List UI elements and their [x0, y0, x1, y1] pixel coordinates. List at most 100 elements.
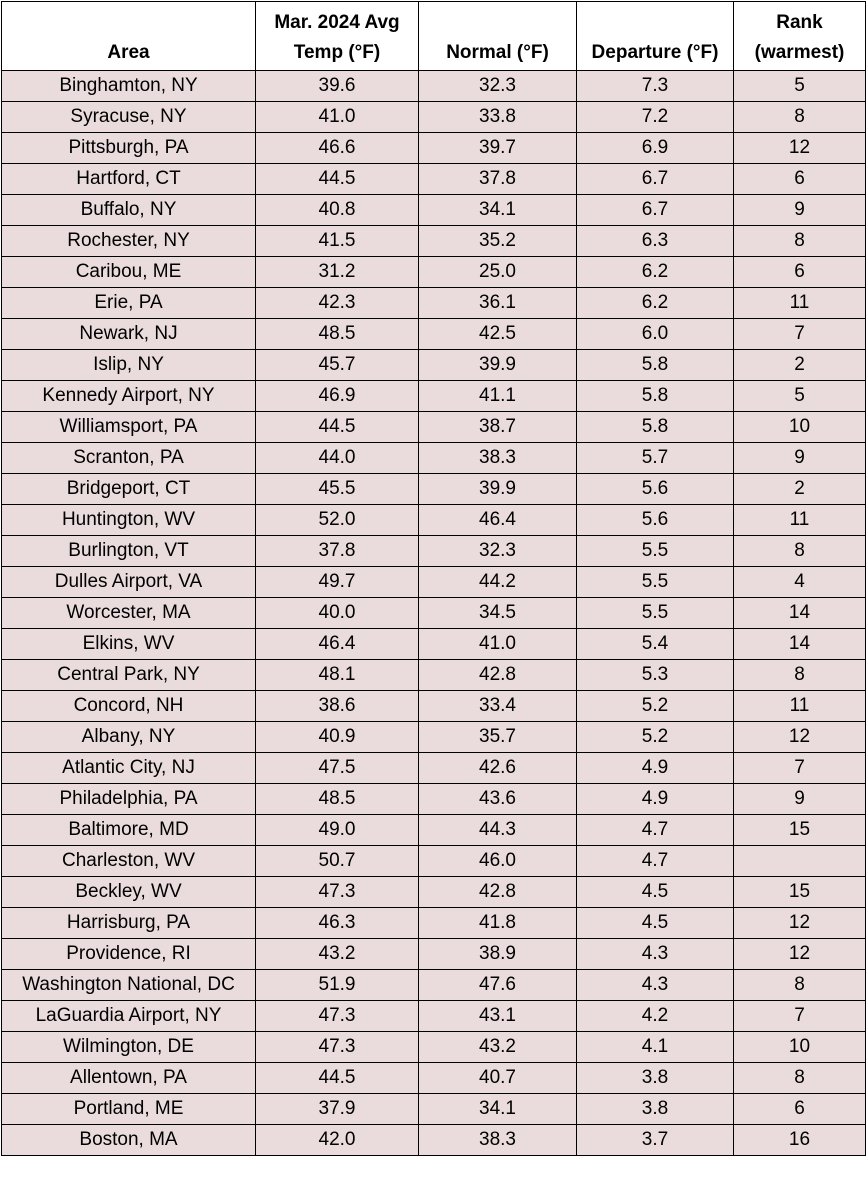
table-row: Binghamton, NY 39.6 32.3 7.3 5	[1, 70, 866, 102]
cell-rank: 9	[733, 783, 866, 815]
cell-normal: 41.0	[418, 628, 577, 660]
cell-area: Scranton, PA	[1, 442, 256, 474]
cell-departure: 5.4	[576, 628, 734, 660]
cell-area: Wilmington, DE	[1, 1031, 256, 1063]
cell-normal: 40.7	[418, 1062, 577, 1094]
cell-departure: 5.6	[576, 473, 734, 505]
cell-area: Williamsport, PA	[1, 411, 256, 443]
table-row: Bridgeport, CT 45.5 39.9 5.6 2	[1, 473, 866, 505]
cell-departure: 5.3	[576, 659, 734, 691]
header-rank-line1: Rank	[776, 12, 823, 33]
cell-avg-temp: 44.0	[255, 442, 419, 474]
cell-avg-temp: 44.5	[255, 411, 419, 443]
cell-rank: 2	[733, 473, 866, 505]
cell-avg-temp: 42.3	[255, 287, 419, 319]
table-row: Central Park, NY 48.1 42.8 5.3 8	[1, 659, 866, 691]
cell-normal: 32.3	[418, 535, 577, 567]
table-row: Scranton, PA 44.0 38.3 5.7 9	[1, 442, 866, 474]
cell-rank: 15	[733, 876, 866, 908]
cell-area: Islip, NY	[1, 349, 256, 381]
table-row: Kennedy Airport, NY 46.9 41.1 5.8 5	[1, 380, 866, 412]
cell-avg-temp: 37.9	[255, 1093, 419, 1125]
cell-rank: 8	[733, 101, 866, 133]
cell-area: Burlington, VT	[1, 535, 256, 567]
cell-rank: 8	[733, 659, 866, 691]
table-row: Philadelphia, PA 48.5 43.6 4.9 9	[1, 783, 866, 815]
cell-avg-temp: 48.5	[255, 783, 419, 815]
cell-rank: 7	[733, 1000, 866, 1032]
cell-area: Allentown, PA	[1, 1062, 256, 1094]
cell-normal: 43.6	[418, 783, 577, 815]
header-normal-label: Normal (°F)	[446, 42, 549, 63]
cell-avg-temp: 46.3	[255, 907, 419, 939]
cell-normal: 39.9	[418, 349, 577, 381]
cell-departure: 6.2	[576, 256, 734, 288]
cell-rank: 7	[733, 318, 866, 350]
cell-area: Central Park, NY	[1, 659, 256, 691]
header-avg-line2: Temp (°F)	[293, 42, 381, 63]
cell-departure: 7.2	[576, 101, 734, 133]
table-row: Pittsburgh, PA 46.6 39.7 6.9 12	[1, 132, 866, 164]
table-row: Burlington, VT 37.8 32.3 5.5 8	[1, 535, 866, 567]
table-row: LaGuardia Airport, NY 47.3 43.1 4.2 7	[1, 1000, 866, 1032]
temperature-table: Area Mar. 2024 Avg Temp (°F) Normal (°F)…	[1, 1, 866, 1156]
table-row: Portland, ME 37.9 34.1 3.8 6	[1, 1093, 866, 1125]
cell-normal: 39.7	[418, 132, 577, 164]
table-row: Concord, NH 38.6 33.4 5.2 11	[1, 690, 866, 722]
cell-rank: 8	[733, 535, 866, 567]
cell-departure: 4.7	[576, 845, 734, 877]
cell-rank: 8	[733, 225, 866, 257]
cell-rank: 2	[733, 349, 866, 381]
cell-area: Bridgeport, CT	[1, 473, 256, 505]
cell-area: Concord, NH	[1, 690, 256, 722]
cell-area: Pittsburgh, PA	[1, 132, 256, 164]
cell-departure: 6.7	[576, 194, 734, 226]
cell-avg-temp: 46.6	[255, 132, 419, 164]
table-row: Dulles Airport, VA 49.7 44.2 5.5 4	[1, 566, 866, 598]
cell-departure: 6.2	[576, 287, 734, 319]
table-row: Boston, MA 42.0 38.3 3.7 16	[1, 1124, 866, 1156]
cell-rank	[733, 845, 866, 877]
cell-rank: 14	[733, 597, 866, 629]
table-row: Hartford, CT 44.5 37.8 6.7 6	[1, 163, 866, 195]
cell-area: Washington National, DC	[1, 969, 256, 1001]
cell-normal: 33.8	[418, 101, 577, 133]
cell-avg-temp: 49.0	[255, 814, 419, 846]
header-normal: Normal (°F)	[418, 1, 577, 71]
table-row: Beckley, WV 47.3 42.8 4.5 15	[1, 876, 866, 908]
table-row: Wilmington, DE 47.3 43.2 4.1 10	[1, 1031, 866, 1063]
cell-area: Atlantic City, NJ	[1, 752, 256, 784]
table-row: Buffalo, NY 40.8 34.1 6.7 9	[1, 194, 866, 226]
cell-avg-temp: 47.3	[255, 876, 419, 908]
cell-rank: 7	[733, 752, 866, 784]
cell-normal: 42.8	[418, 659, 577, 691]
cell-avg-temp: 44.5	[255, 163, 419, 195]
cell-departure: 4.5	[576, 907, 734, 939]
cell-normal: 43.1	[418, 1000, 577, 1032]
cell-departure: 4.7	[576, 814, 734, 846]
cell-normal: 38.7	[418, 411, 577, 443]
header-departure: Departure (°F)	[576, 1, 734, 71]
cell-rank: 12	[733, 907, 866, 939]
cell-avg-temp: 39.6	[255, 70, 419, 102]
cell-avg-temp: 47.3	[255, 1031, 419, 1063]
cell-avg-temp: 42.0	[255, 1124, 419, 1156]
cell-normal: 36.1	[418, 287, 577, 319]
header-avg-temp: Mar. 2024 Avg Temp (°F)	[255, 1, 419, 71]
cell-rank: 12	[733, 721, 866, 753]
table-row: Providence, RI 43.2 38.9 4.3 12	[1, 938, 866, 970]
cell-area: Beckley, WV	[1, 876, 256, 908]
cell-area: Rochester, NY	[1, 225, 256, 257]
table-row: Williamsport, PA 44.5 38.7 5.8 10	[1, 411, 866, 443]
cell-area: Boston, MA	[1, 1124, 256, 1156]
cell-normal: 37.8	[418, 163, 577, 195]
cell-departure: 5.6	[576, 504, 734, 536]
cell-avg-temp: 47.5	[255, 752, 419, 784]
cell-normal: 34.1	[418, 1093, 577, 1125]
cell-avg-temp: 49.7	[255, 566, 419, 598]
cell-normal: 39.9	[418, 473, 577, 505]
cell-area: Caribou, ME	[1, 256, 256, 288]
cell-normal: 42.5	[418, 318, 577, 350]
cell-avg-temp: 41.0	[255, 101, 419, 133]
cell-area: Harrisburg, PA	[1, 907, 256, 939]
